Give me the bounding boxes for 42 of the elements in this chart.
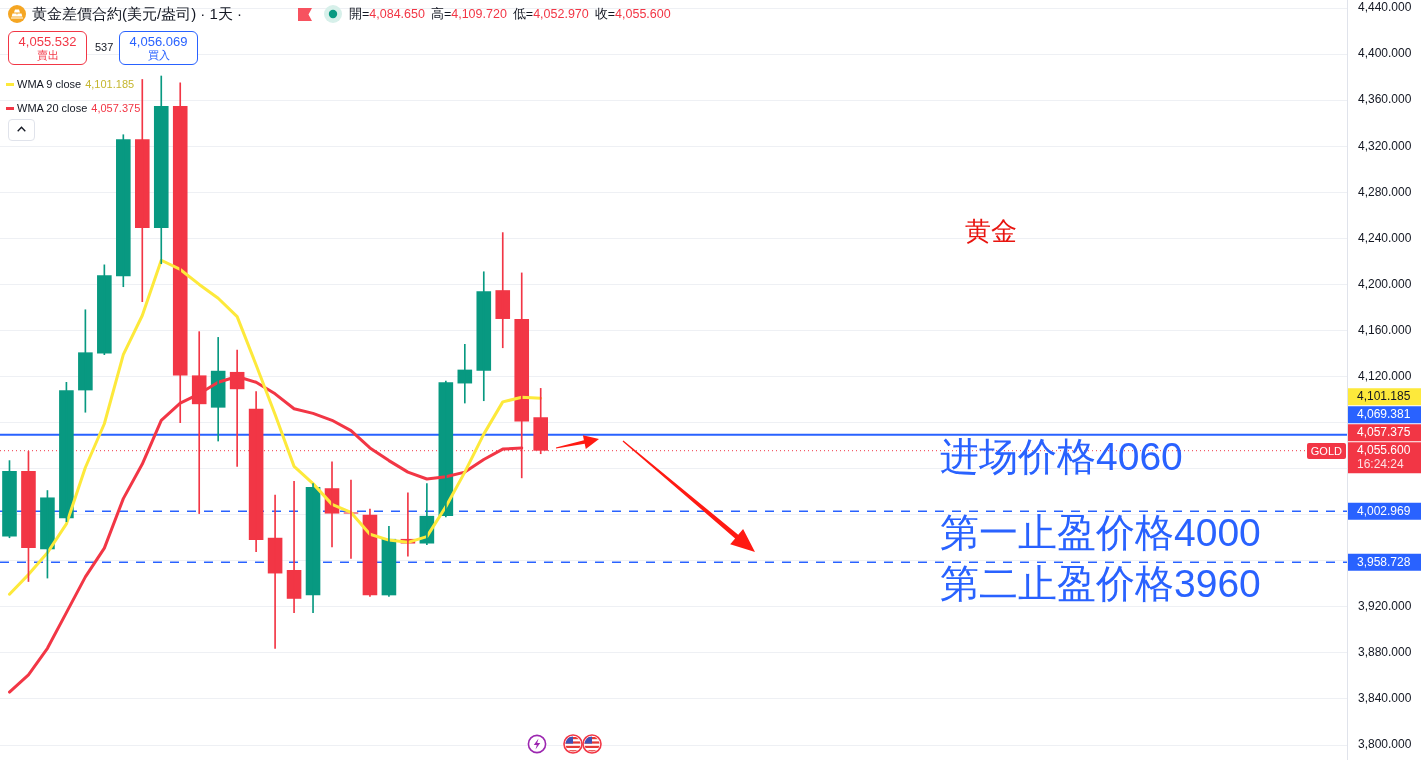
annotation: 4,101.185 <box>85 77 135 92</box>
text: 4,101.185 <box>1357 389 1411 404</box>
annotation: GOLD <box>1306 442 1346 459</box>
annotation: 賣出 <box>35 49 60 62</box>
y-tick-label: 3,840.000 <box>1358 691 1412 706</box>
annotation: 4,056.069 <box>128 34 189 49</box>
legend-label: WMA 9 close <box>17 77 82 92</box>
ref-line-label: 4,002.969 <box>1357 503 1411 518</box>
buy-button[interactable]: 4,056.069 買入 <box>119 31 198 65</box>
ref-line-label: 4,055.600 <box>1357 443 1411 458</box>
annotation: 買入 <box>146 49 171 62</box>
candlestick <box>495 232 511 349</box>
y-tick-label: 4,240.000 <box>1358 230 1412 245</box>
annotation: 537 <box>95 41 114 54</box>
annotation: 进场价格4060 <box>940 434 1183 478</box>
candlestick <box>343 479 359 559</box>
y-tick-label: 4,360.000 <box>1358 92 1412 107</box>
annotation: 第二止盈价格3960 <box>940 562 1261 606</box>
chart-title: 黄金差價合約(美元/盎司) · 1天 · <box>32 4 242 24</box>
ref-line-label: 4,069.381 <box>1357 407 1411 422</box>
y-tick-label: 3,880.000 <box>1358 645 1412 660</box>
y-tick-label: 4,280.000 <box>1358 184 1412 199</box>
annotation: 4,057.375 <box>91 101 141 116</box>
text: 開=4,084.650 高=4,109.720 低=4,052.970 收=4,055.600 <box>349 7 671 21</box>
y-tick-label: 3,800.000 <box>1358 737 1412 752</box>
annotation: 4,055.532 <box>17 34 78 49</box>
y-tick-label: 3,920.000 <box>1358 599 1412 614</box>
y-tick-label: 4,120.000 <box>1358 368 1412 383</box>
annotation: 第一止盈价格4000 <box>940 511 1261 555</box>
sell-button[interactable]: 4,055.532 賣出 <box>8 31 87 65</box>
y-tick-label: 4,320.000 <box>1358 138 1412 153</box>
y-tick-label: 4,400.000 <box>1358 46 1412 61</box>
text: 16:24:24 <box>1357 457 1405 472</box>
text: 4,057.375 <box>1357 425 1411 440</box>
ref-line-label: 3,958.728 <box>1357 554 1411 569</box>
y-tick-label: 4,160.000 <box>1358 322 1412 337</box>
candlestick <box>476 271 492 402</box>
annotation: 黄金 <box>965 217 1017 247</box>
legend-label: WMA 20 close <box>17 101 88 116</box>
y-tick-label: 4,200.000 <box>1358 276 1412 291</box>
chevron-up-button[interactable] <box>8 119 35 141</box>
y-tick-label: 4,440.000 <box>1358 0 1412 15</box>
